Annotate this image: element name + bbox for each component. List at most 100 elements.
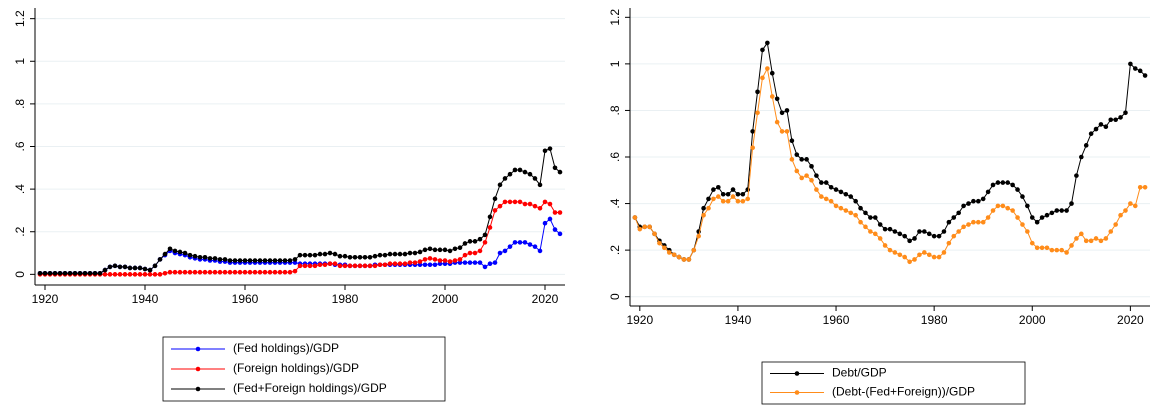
series-marker bbox=[1034, 219, 1040, 225]
series-marker bbox=[681, 257, 687, 262]
legend-box bbox=[761, 361, 1026, 405]
x-tick-label: 2000 bbox=[432, 292, 459, 306]
series-marker bbox=[72, 270, 78, 276]
series-marker bbox=[522, 201, 528, 207]
series-marker bbox=[1142, 184, 1148, 190]
series-marker bbox=[67, 270, 73, 276]
series-marker bbox=[102, 272, 108, 277]
series-marker bbox=[417, 259, 423, 264]
x-tick-label: 2020 bbox=[532, 292, 559, 306]
series-marker bbox=[647, 224, 652, 230]
series-marker bbox=[745, 187, 751, 192]
series-marker bbox=[912, 236, 917, 241]
series-marker bbox=[1005, 205, 1011, 211]
series-marker bbox=[701, 205, 706, 211]
series-marker bbox=[362, 263, 368, 269]
series-marker bbox=[995, 180, 1001, 185]
series-marker bbox=[779, 129, 785, 134]
y-tick-label: 1 bbox=[608, 60, 622, 67]
series-marker bbox=[985, 189, 991, 195]
series-marker bbox=[407, 260, 413, 265]
series-marker bbox=[142, 272, 148, 277]
series-marker bbox=[711, 187, 716, 192]
series-marker bbox=[507, 171, 513, 177]
series-marker bbox=[312, 252, 318, 258]
series-marker bbox=[252, 258, 258, 263]
series-marker bbox=[902, 254, 908, 260]
series-marker bbox=[868, 229, 873, 234]
series-marker bbox=[517, 167, 523, 173]
series-marker bbox=[447, 259, 453, 264]
series-marker bbox=[848, 210, 854, 216]
series-marker bbox=[774, 119, 780, 125]
series-marker bbox=[922, 250, 927, 255]
legend-marker bbox=[794, 390, 800, 395]
series-marker bbox=[207, 269, 213, 275]
series-marker bbox=[868, 215, 873, 220]
series-marker bbox=[809, 177, 814, 183]
series-marker bbox=[477, 260, 483, 265]
series-marker bbox=[632, 215, 638, 220]
y-tick-label: 0 bbox=[608, 293, 622, 300]
series-marker bbox=[332, 251, 338, 257]
series-marker bbox=[774, 96, 780, 102]
series-marker bbox=[152, 263, 158, 269]
series-marker bbox=[462, 260, 468, 265]
series-marker bbox=[62, 270, 68, 276]
series-marker bbox=[542, 220, 548, 226]
series-marker bbox=[162, 251, 168, 257]
series-marker bbox=[769, 94, 775, 99]
series-marker bbox=[242, 258, 248, 263]
series-marker bbox=[97, 270, 103, 276]
series-marker bbox=[282, 258, 288, 263]
series-marker bbox=[750, 145, 755, 150]
series-marker bbox=[804, 173, 809, 178]
series-marker bbox=[77, 270, 83, 276]
series-marker bbox=[372, 253, 378, 259]
series-marker bbox=[716, 194, 721, 199]
series-line bbox=[634, 67, 1146, 263]
series-marker bbox=[557, 210, 563, 215]
series-marker bbox=[272, 269, 278, 275]
series-marker bbox=[1093, 126, 1099, 132]
series-marker bbox=[247, 269, 253, 275]
series-marker bbox=[192, 269, 198, 275]
series-marker bbox=[833, 203, 839, 209]
series-marker bbox=[1079, 154, 1084, 160]
series-marker bbox=[522, 169, 528, 175]
series-marker bbox=[492, 196, 498, 202]
series-marker bbox=[192, 253, 198, 259]
series-marker bbox=[387, 261, 393, 266]
series-marker bbox=[132, 272, 138, 277]
series-marker bbox=[277, 269, 283, 275]
series-marker bbox=[907, 238, 912, 244]
series-marker bbox=[897, 252, 903, 258]
series-marker bbox=[117, 264, 123, 270]
series-marker bbox=[686, 257, 692, 262]
series-marker bbox=[877, 222, 883, 227]
series-marker bbox=[182, 269, 188, 275]
series-marker bbox=[222, 257, 228, 262]
series-marker bbox=[1054, 208, 1060, 213]
y-tick-label: .6 bbox=[13, 141, 27, 151]
series-marker bbox=[222, 269, 228, 275]
series-marker bbox=[37, 270, 43, 276]
legend-label: (Fed holdings)/GDP bbox=[233, 341, 339, 355]
series-marker bbox=[971, 198, 976, 204]
series-marker bbox=[502, 176, 508, 181]
series-marker bbox=[427, 246, 433, 252]
series-marker bbox=[1039, 245, 1045, 251]
series-marker bbox=[1020, 222, 1025, 227]
y-tick-label: 0 bbox=[13, 271, 27, 278]
x-tick-label: 2020 bbox=[1117, 313, 1144, 327]
series-marker bbox=[760, 47, 765, 53]
series-marker bbox=[740, 191, 746, 197]
series-marker bbox=[1137, 68, 1143, 74]
series-marker bbox=[951, 215, 957, 220]
series-marker bbox=[912, 257, 917, 262]
series-marker bbox=[706, 205, 711, 211]
series-marker bbox=[547, 201, 553, 207]
series-marker bbox=[1132, 203, 1138, 209]
series-marker bbox=[892, 250, 898, 255]
series-marker bbox=[980, 196, 986, 202]
